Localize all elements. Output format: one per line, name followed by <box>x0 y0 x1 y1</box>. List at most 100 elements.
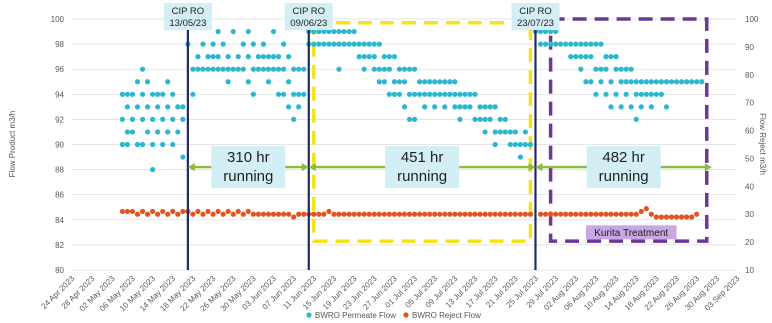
permeate-flow-point <box>507 129 513 135</box>
running-arrow-head-left <box>187 163 195 172</box>
permeate-flow-point <box>684 79 690 85</box>
reject-flow-point <box>336 211 342 217</box>
cip-label-date: 13/05/23 <box>169 18 206 29</box>
reject-flow-point <box>573 211 579 217</box>
permeate-flow-point <box>663 79 670 85</box>
reject-flow-point <box>311 211 317 217</box>
permeate-flow-point <box>326 41 332 47</box>
permeate-flow-point <box>139 91 146 97</box>
permeate-flow-point <box>129 129 136 135</box>
reject-flow-point <box>427 211 433 217</box>
cip-label-box <box>284 3 333 30</box>
reject-flow-point <box>457 211 463 217</box>
permeate-flow-point <box>275 91 282 97</box>
permeate-flow-point <box>230 28 236 35</box>
permeate-flow-point <box>144 129 151 135</box>
permeate-flow-point <box>401 104 408 110</box>
permeate-flow-point <box>653 79 659 85</box>
permeate-flow-point <box>648 104 654 110</box>
reject-flow-point <box>684 214 690 220</box>
permeate-flow-point <box>633 116 639 122</box>
reject-flow-point <box>507 211 513 217</box>
reject-flow-point <box>331 211 337 217</box>
permeate-flow-point <box>296 66 302 72</box>
permeate-flow-point <box>351 41 357 47</box>
y-right-tick-label: 70 <box>745 99 754 108</box>
permeate-flow-point <box>366 41 372 47</box>
permeate-flow-point <box>210 66 216 72</box>
reject-flow-point <box>527 211 534 217</box>
permeate-flow-point <box>371 54 377 60</box>
reject-flow-point <box>326 208 332 215</box>
reject-flow-point <box>593 211 599 217</box>
permeate-flow-point <box>366 54 372 60</box>
permeate-flow-point <box>371 41 377 47</box>
permeate-flow-point <box>643 79 649 85</box>
permeate-flow-point <box>260 41 267 47</box>
y-left-tick-label: 90 <box>55 141 64 150</box>
permeate-flow-point <box>381 54 387 60</box>
permeate-flow-point <box>558 41 564 47</box>
reject-flow-point <box>406 211 413 217</box>
permeate-flow-point <box>155 104 161 110</box>
reject-flow-point <box>381 211 387 217</box>
permeate-flow-point <box>417 91 423 97</box>
permeate-flow-point <box>291 66 297 72</box>
reject-flow-point <box>235 208 241 215</box>
reject-flow-point <box>396 211 403 217</box>
reject-flow-point <box>497 211 503 217</box>
permeate-flow-point <box>124 129 131 135</box>
permeate-flow-point <box>462 104 468 110</box>
permeate-flow-point <box>623 79 629 85</box>
permeate-flow-point <box>573 54 579 60</box>
permeate-flow-point <box>482 129 488 135</box>
permeate-flow-point <box>160 91 166 97</box>
permeate-flow-point <box>608 104 614 110</box>
reject-flow-point <box>542 211 549 217</box>
permeate-flow-point <box>275 54 282 60</box>
permeate-flow-point <box>230 66 236 72</box>
permeate-flow-point <box>583 54 589 60</box>
permeate-flow-point <box>517 141 523 148</box>
reject-flow-point <box>351 211 357 217</box>
reject-flow-point <box>583 211 589 217</box>
y-right-tick-label: 80 <box>745 71 754 80</box>
permeate-flow-point <box>245 28 251 35</box>
reject-flow-point <box>633 211 639 217</box>
permeate-flow-point <box>361 41 367 47</box>
permeate-flow-point <box>542 28 549 35</box>
reject-flow-point <box>618 211 624 217</box>
reject-flow-point <box>608 211 614 217</box>
yellow-dashed-box <box>312 21 533 243</box>
reject-flow-point <box>144 211 151 217</box>
permeate-flow-point <box>492 104 498 110</box>
permeate-flow-point <box>623 66 629 72</box>
permeate-flow-point <box>588 79 594 85</box>
permeate-flow-point <box>250 41 256 47</box>
permeate-flow-point <box>663 104 670 110</box>
legend-permeate-marker <box>306 312 312 318</box>
permeate-flow-point <box>492 129 498 135</box>
permeate-flow-point <box>180 154 186 160</box>
permeate-flow-series <box>119 28 705 173</box>
reject-flow-point <box>563 211 569 217</box>
permeate-flow-point <box>316 41 322 47</box>
reject-flow-point <box>195 208 201 215</box>
permeate-flow-point <box>482 116 488 122</box>
permeate-flow-point <box>437 91 443 97</box>
reject-flow-point <box>663 214 670 220</box>
reject-flow-point <box>265 211 272 217</box>
permeate-flow-point <box>588 54 594 60</box>
permeate-flow-point <box>225 54 231 60</box>
reject-flow-point <box>301 211 307 217</box>
reject-flow-point <box>356 211 362 217</box>
permeate-flow-point <box>608 54 614 60</box>
permeate-flow-point <box>386 54 392 60</box>
permeate-flow-point <box>361 66 367 72</box>
permeate-flow-point <box>658 91 665 97</box>
reject-flow-point <box>150 208 156 215</box>
running-arrow-head-right <box>704 163 712 172</box>
permeate-flow-point <box>195 66 201 72</box>
y-left-tick-label: 82 <box>55 241 64 250</box>
permeate-flow-point <box>336 41 342 47</box>
